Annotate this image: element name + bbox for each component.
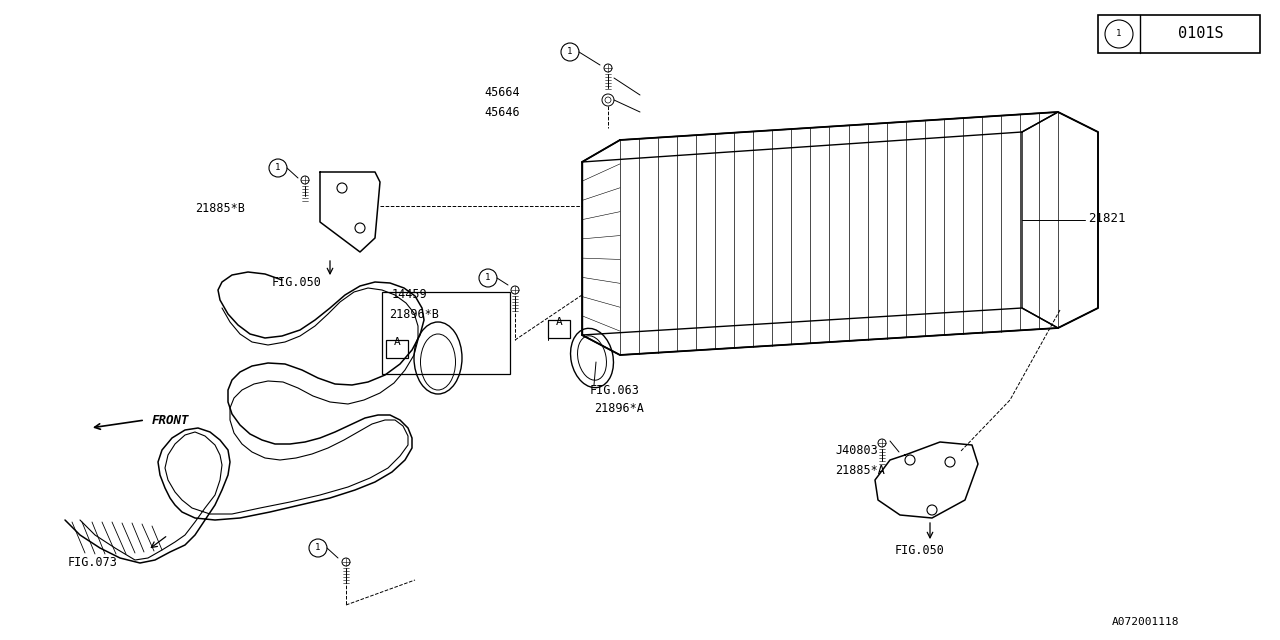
Text: A: A <box>394 337 401 347</box>
Circle shape <box>605 97 611 103</box>
Text: 21896*B: 21896*B <box>389 308 439 321</box>
Text: 45664: 45664 <box>484 86 520 99</box>
Circle shape <box>878 439 886 447</box>
Text: 21821: 21821 <box>1088 211 1125 225</box>
Text: 0101S: 0101S <box>1178 26 1224 42</box>
Text: J40803: J40803 <box>835 444 878 456</box>
Text: 21885*B: 21885*B <box>195 202 244 214</box>
Text: 21896*A: 21896*A <box>594 401 644 415</box>
Text: 45646: 45646 <box>484 106 520 118</box>
Text: 1: 1 <box>275 163 280 173</box>
Text: 21885*A: 21885*A <box>835 463 884 477</box>
Text: FIG.073: FIG.073 <box>68 556 118 568</box>
Circle shape <box>511 286 518 294</box>
Bar <box>381 292 509 374</box>
Circle shape <box>342 558 349 566</box>
Bar <box>1098 15 1260 53</box>
Circle shape <box>301 176 308 184</box>
Text: 1: 1 <box>567 47 572 56</box>
Text: 1: 1 <box>485 273 490 282</box>
Text: A072001118: A072001118 <box>1112 617 1179 627</box>
Text: 14459: 14459 <box>392 289 428 301</box>
Circle shape <box>604 64 612 72</box>
Circle shape <box>602 94 614 106</box>
Text: FIG.063: FIG.063 <box>590 383 640 397</box>
Text: FIG.050: FIG.050 <box>895 543 945 557</box>
Text: 1: 1 <box>1116 29 1121 38</box>
Text: 1: 1 <box>315 543 321 552</box>
Text: A: A <box>556 317 563 327</box>
Text: FIG.050: FIG.050 <box>273 275 321 289</box>
Bar <box>548 320 570 338</box>
Text: FRONT: FRONT <box>152 413 189 426</box>
Bar <box>387 340 408 358</box>
